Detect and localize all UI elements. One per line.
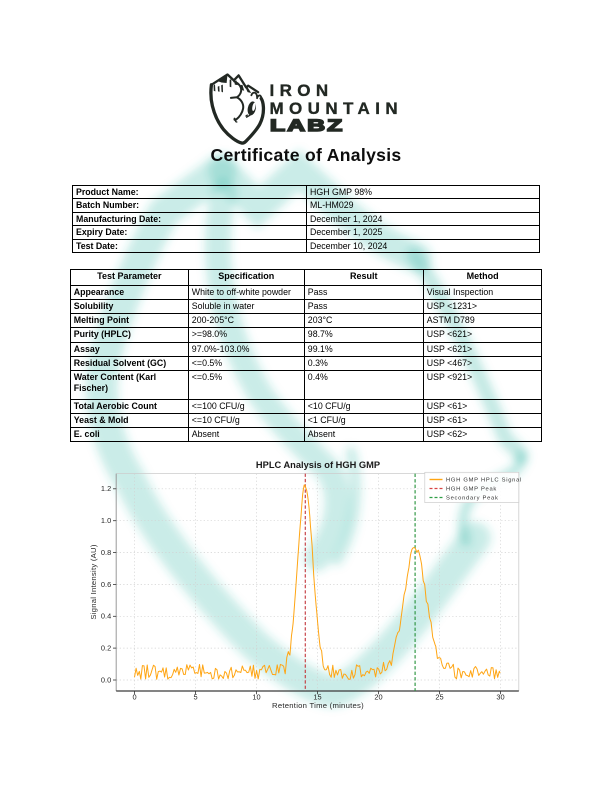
svg-text:0.0: 0.0 bbox=[101, 675, 111, 684]
svg-text:HGH GMP Peak: HGH GMP Peak bbox=[446, 487, 497, 493]
svg-text:1.0: 1.0 bbox=[101, 516, 111, 525]
svg-text:HPLC Analysis of HGH GMP: HPLC Analysis of HGH GMP bbox=[256, 460, 380, 470]
svg-text:30: 30 bbox=[496, 692, 504, 701]
svg-text:Secondary Peak: Secondary Peak bbox=[446, 496, 499, 502]
svg-text:20: 20 bbox=[374, 692, 382, 701]
svg-text:5: 5 bbox=[193, 692, 197, 701]
svg-text:15: 15 bbox=[313, 692, 321, 701]
svg-text:0.2: 0.2 bbox=[101, 644, 111, 653]
svg-text:HGH GMP HPLC Signal: HGH GMP HPLC Signal bbox=[446, 478, 522, 484]
svg-text:0: 0 bbox=[132, 692, 136, 701]
svg-text:0.8: 0.8 bbox=[101, 548, 111, 557]
svg-text:0.6: 0.6 bbox=[101, 580, 111, 589]
svg-text:25: 25 bbox=[435, 692, 443, 701]
svg-text:Signal Intensity (AU): Signal Intensity (AU) bbox=[89, 544, 98, 620]
svg-text:10: 10 bbox=[252, 692, 260, 701]
svg-text:1.2: 1.2 bbox=[101, 484, 111, 493]
svg-text:Retention Time (minutes): Retention Time (minutes) bbox=[272, 701, 364, 710]
svg-text:0.4: 0.4 bbox=[101, 612, 111, 621]
